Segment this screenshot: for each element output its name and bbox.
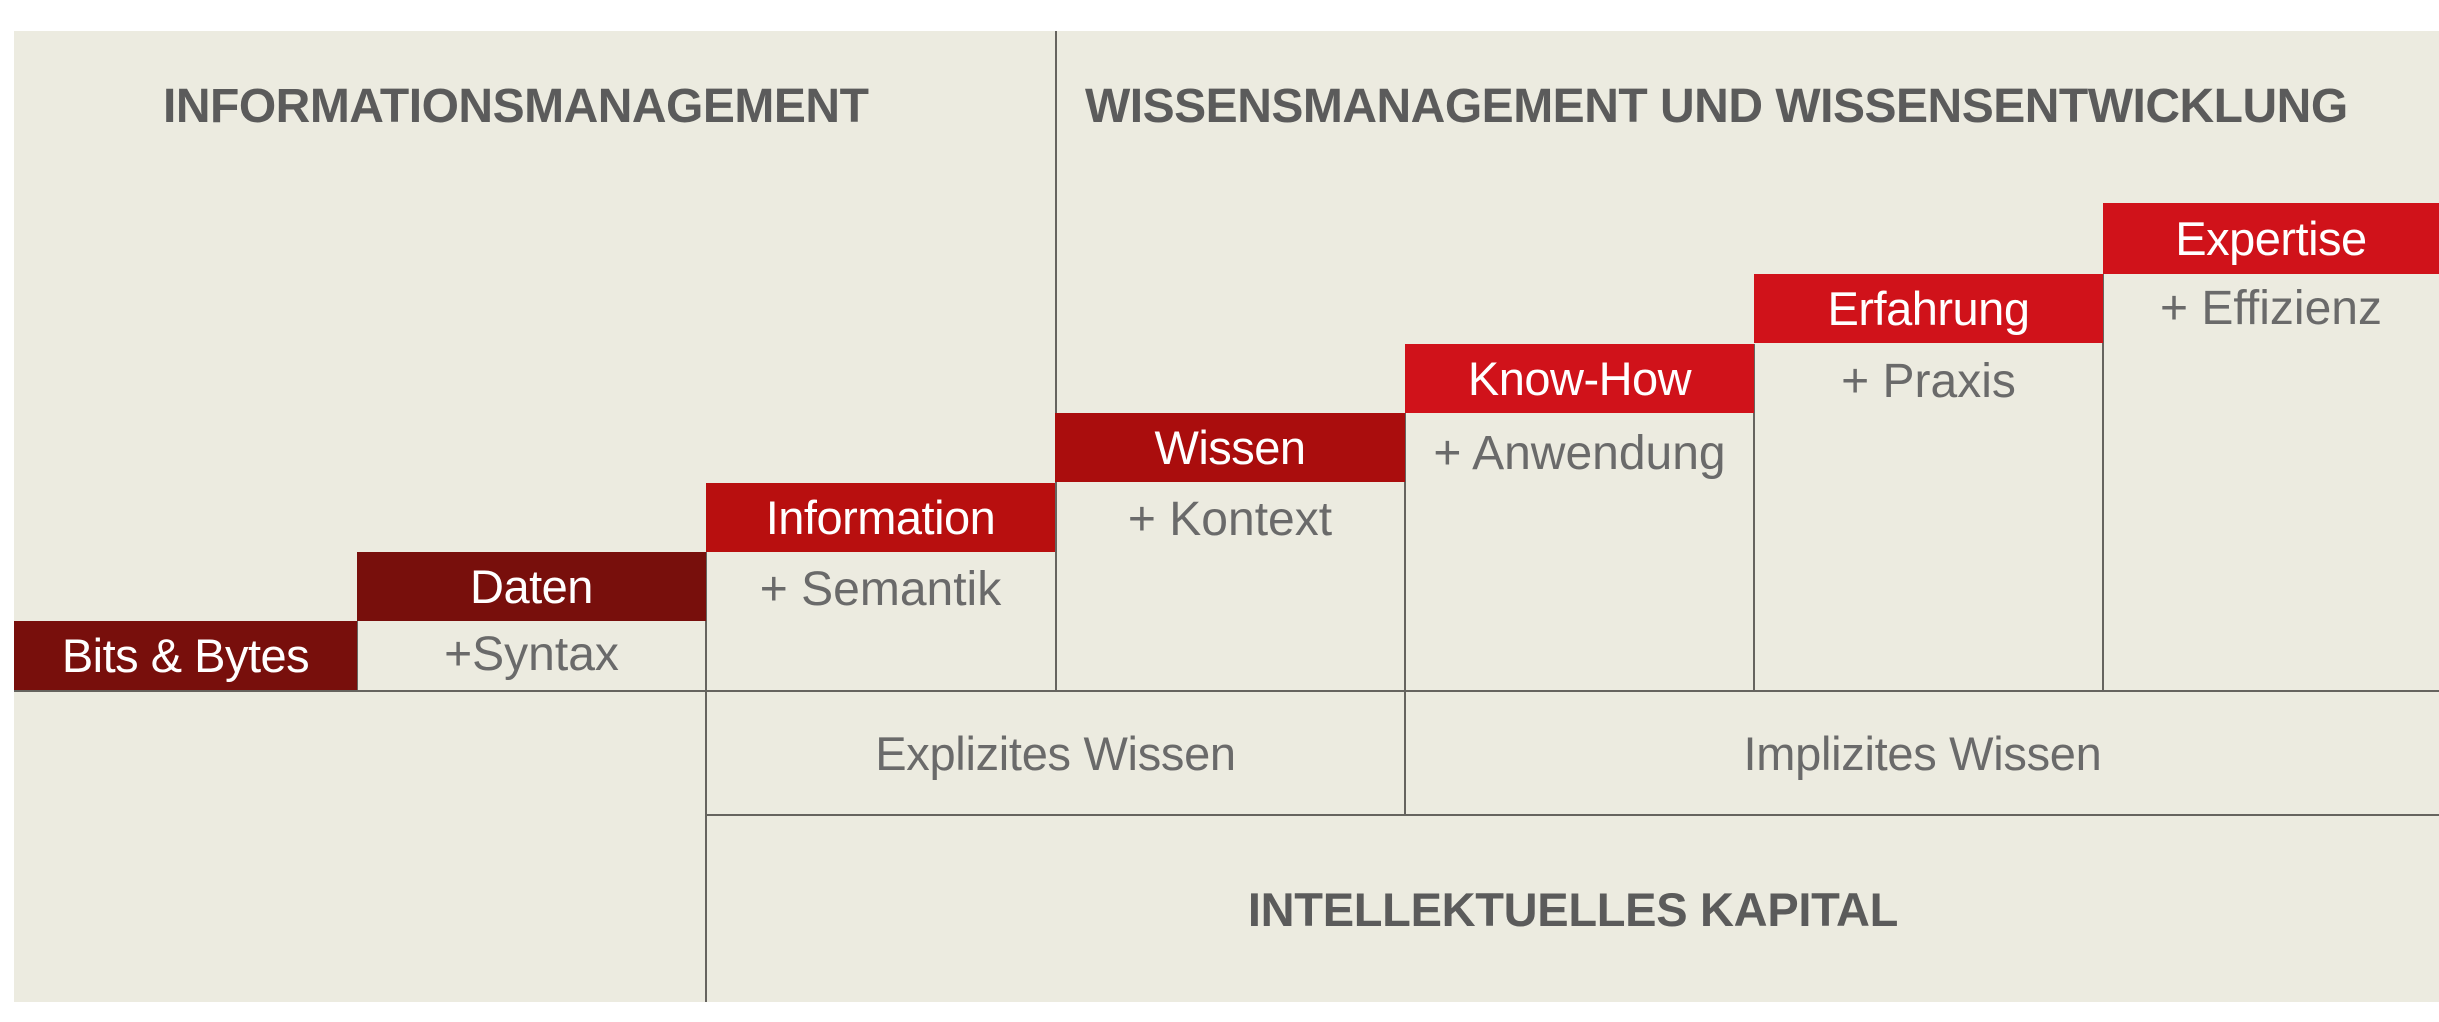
- stair-expertise: Expertise: [2103, 203, 2439, 274]
- stair-wissen: Wissen: [1055, 413, 1405, 482]
- addition-semantik: + Semantik: [759, 563, 1002, 616]
- step-divider-line: [356, 621, 358, 691]
- addition-praxis: + Praxis: [1841, 355, 2016, 408]
- addition-syntax: +Syntax: [444, 628, 619, 681]
- addition-kontext: + Kontext: [1127, 493, 1333, 546]
- staircase-baseline: [14, 690, 2439, 692]
- stair-know-how: Know-How: [1405, 344, 1754, 413]
- band-divider-line: [1404, 690, 1406, 816]
- section-divider-line: [1055, 31, 1057, 692]
- step-divider-line: [2102, 274, 2104, 691]
- step-divider-line: [1404, 413, 1406, 691]
- heading-informationsmanagement: INFORMATIONSMANAGEMENT: [163, 80, 869, 133]
- addition-anwendung: + Anwendung: [1433, 427, 1726, 480]
- step-divider-line: [1753, 344, 1755, 691]
- stair-daten: Daten: [357, 552, 706, 621]
- band-implicit-knowledge: Implizites Wissen: [1743, 726, 2102, 780]
- stair-bits-bytes: Bits & Bytes: [14, 621, 357, 690]
- intellectual-capital-label: INTELLEKTUELLES KAPITAL: [1247, 882, 1899, 936]
- knowledge-staircase-diagram: INFORMATIONSMANAGEMENT WISSENSMANAGEMENT…: [14, 31, 2439, 1002]
- band-bottom-line: [705, 814, 2439, 816]
- band-explicit-knowledge: Explizites Wissen: [875, 726, 1236, 780]
- stair-erfahrung: Erfahrung: [1754, 274, 2103, 343]
- step-divider-line: [705, 552, 707, 691]
- heading-wissensmanagement: WISSENSMANAGEMENT UND WISSENSENTWICKLUNG: [1085, 80, 2348, 133]
- lower-left-divider-line: [705, 690, 707, 1002]
- stair-information: Information: [706, 483, 1055, 552]
- addition-effizienz: + Effizienz: [2160, 282, 2382, 335]
